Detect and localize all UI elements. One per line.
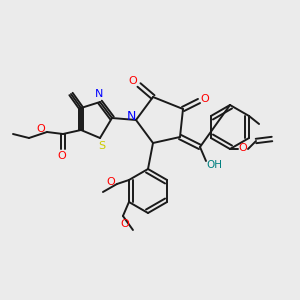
Text: N: N [95, 89, 103, 99]
Text: S: S [98, 141, 106, 151]
Text: OH: OH [206, 160, 222, 170]
Text: O: O [201, 94, 209, 104]
Text: O: O [121, 219, 129, 229]
Text: O: O [129, 76, 137, 86]
Text: N: N [126, 110, 136, 122]
Text: O: O [238, 143, 247, 153]
Text: O: O [58, 151, 66, 161]
Text: O: O [37, 124, 45, 134]
Text: O: O [106, 177, 115, 187]
